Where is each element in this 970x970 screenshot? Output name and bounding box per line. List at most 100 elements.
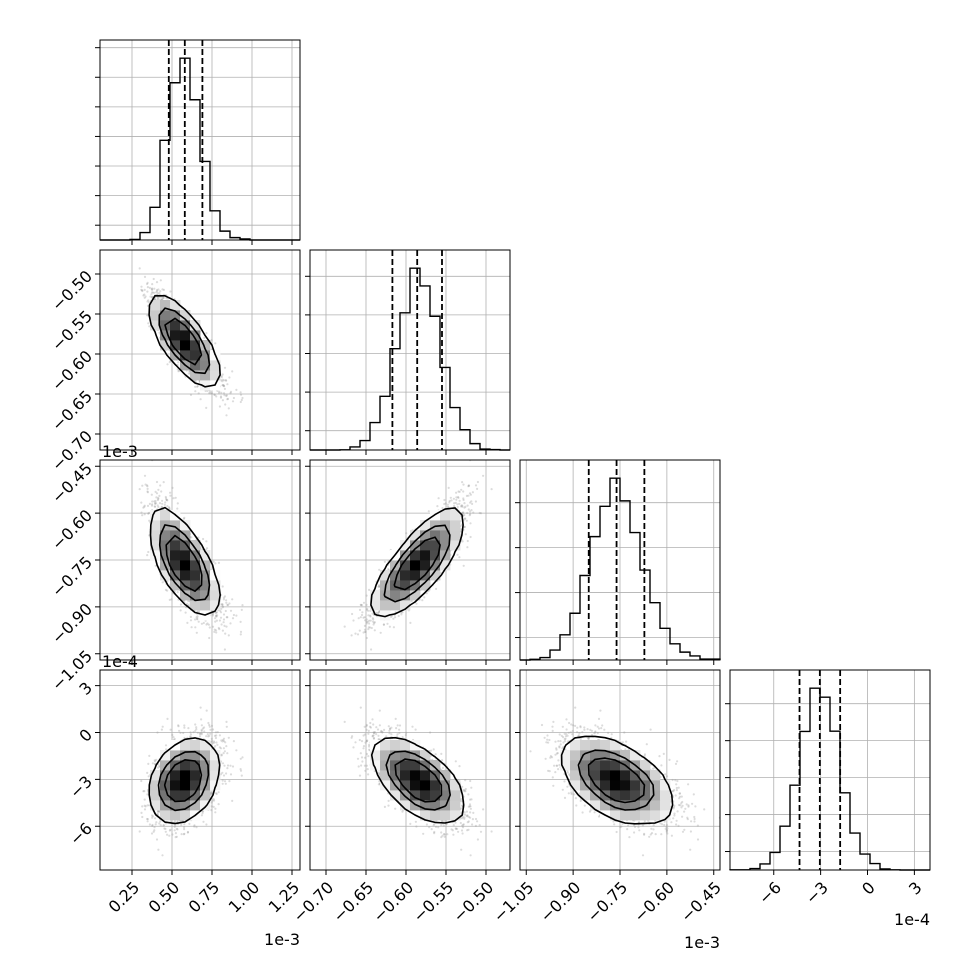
sample-point <box>158 502 162 505</box>
sample-point <box>209 392 212 395</box>
sample-point <box>213 393 216 396</box>
sample-point <box>224 403 227 406</box>
density-cell <box>190 330 201 341</box>
sample-point <box>228 602 231 605</box>
sample-point <box>228 376 231 379</box>
sample-point <box>226 603 229 607</box>
sample-point <box>152 277 155 281</box>
sample-point <box>140 501 143 504</box>
sample-point <box>169 290 172 293</box>
sample-point <box>215 619 218 622</box>
sample-point <box>240 398 243 402</box>
sample-point <box>221 373 224 376</box>
sample-point <box>177 370 180 373</box>
sample-point <box>155 288 159 292</box>
sample-point <box>221 606 225 609</box>
sample-point <box>147 299 150 302</box>
sample-point <box>208 636 211 640</box>
sample-point <box>231 400 235 403</box>
sample-point <box>153 501 157 504</box>
density-cell <box>170 340 181 351</box>
sample-point <box>241 396 244 400</box>
sample-point <box>220 391 223 394</box>
sample-point <box>158 292 161 295</box>
sample-point <box>150 504 154 507</box>
density-cell <box>200 360 211 371</box>
sample-point <box>219 611 223 614</box>
sample-point <box>162 288 165 291</box>
sample-point <box>160 490 163 493</box>
sample-point <box>224 609 227 613</box>
sample-point <box>141 514 144 517</box>
sample-point <box>218 390 221 393</box>
sample-point <box>196 618 199 621</box>
sample-point <box>227 407 230 410</box>
density-cell <box>200 350 211 361</box>
sample-point <box>197 392 200 395</box>
sample-point <box>226 383 229 386</box>
sample-point <box>165 497 168 500</box>
sample-point <box>179 609 182 612</box>
sample-point <box>203 336 206 339</box>
sample-point <box>154 564 157 567</box>
sample-point <box>205 332 208 335</box>
sample-point <box>168 507 171 510</box>
sample-point <box>200 622 203 625</box>
sample-point <box>162 296 165 299</box>
sample-point <box>225 625 228 628</box>
sample-point <box>143 474 147 477</box>
sample-point <box>195 631 198 634</box>
contour-level-1 <box>158 307 211 375</box>
sample-point <box>190 626 193 629</box>
sample-point <box>194 390 197 393</box>
sample-point <box>221 384 224 387</box>
sample-point <box>231 598 234 601</box>
sample-point <box>209 390 212 393</box>
sample-point <box>151 291 155 294</box>
sample-point <box>183 516 186 520</box>
sample-point <box>164 495 167 499</box>
sample-point <box>220 376 223 379</box>
sample-point <box>194 626 197 629</box>
sample-point <box>239 400 242 404</box>
sample-point <box>220 603 223 606</box>
sample-point <box>151 283 154 286</box>
sample-point <box>214 611 217 614</box>
sample-point <box>147 512 150 515</box>
sample-point <box>156 290 159 293</box>
sample-point <box>215 614 218 617</box>
sample-point <box>146 281 149 284</box>
density-cell <box>150 300 161 311</box>
sample-point <box>161 581 164 584</box>
sample-point <box>143 275 147 278</box>
sample-point <box>221 380 224 383</box>
sample-point <box>215 611 218 614</box>
sample-point <box>141 484 144 487</box>
sample-point <box>218 405 221 408</box>
sample-point <box>158 494 161 497</box>
sample-point <box>146 314 149 317</box>
sample-point <box>162 296 165 299</box>
sample-point <box>161 288 164 291</box>
sample-point <box>161 296 164 299</box>
sample-point <box>149 295 152 298</box>
sample-point <box>208 392 211 395</box>
sample-point <box>156 504 159 507</box>
sample-point <box>168 506 171 509</box>
sample-point <box>202 621 205 625</box>
plot-area-1-0 <box>138 267 244 417</box>
sample-point <box>150 288 153 291</box>
sample-point <box>223 366 227 369</box>
sample-point <box>146 286 149 289</box>
sample-point <box>216 614 219 617</box>
sample-point <box>231 370 234 373</box>
sample-point <box>140 288 143 291</box>
sample-point <box>174 496 177 499</box>
density-cell <box>200 340 211 351</box>
sample-point <box>155 480 159 484</box>
scatter-panel-2-0 <box>95 459 301 665</box>
sample-point <box>239 620 242 624</box>
sample-point <box>146 490 149 493</box>
sample-point <box>226 603 230 607</box>
sample-point <box>168 361 171 364</box>
